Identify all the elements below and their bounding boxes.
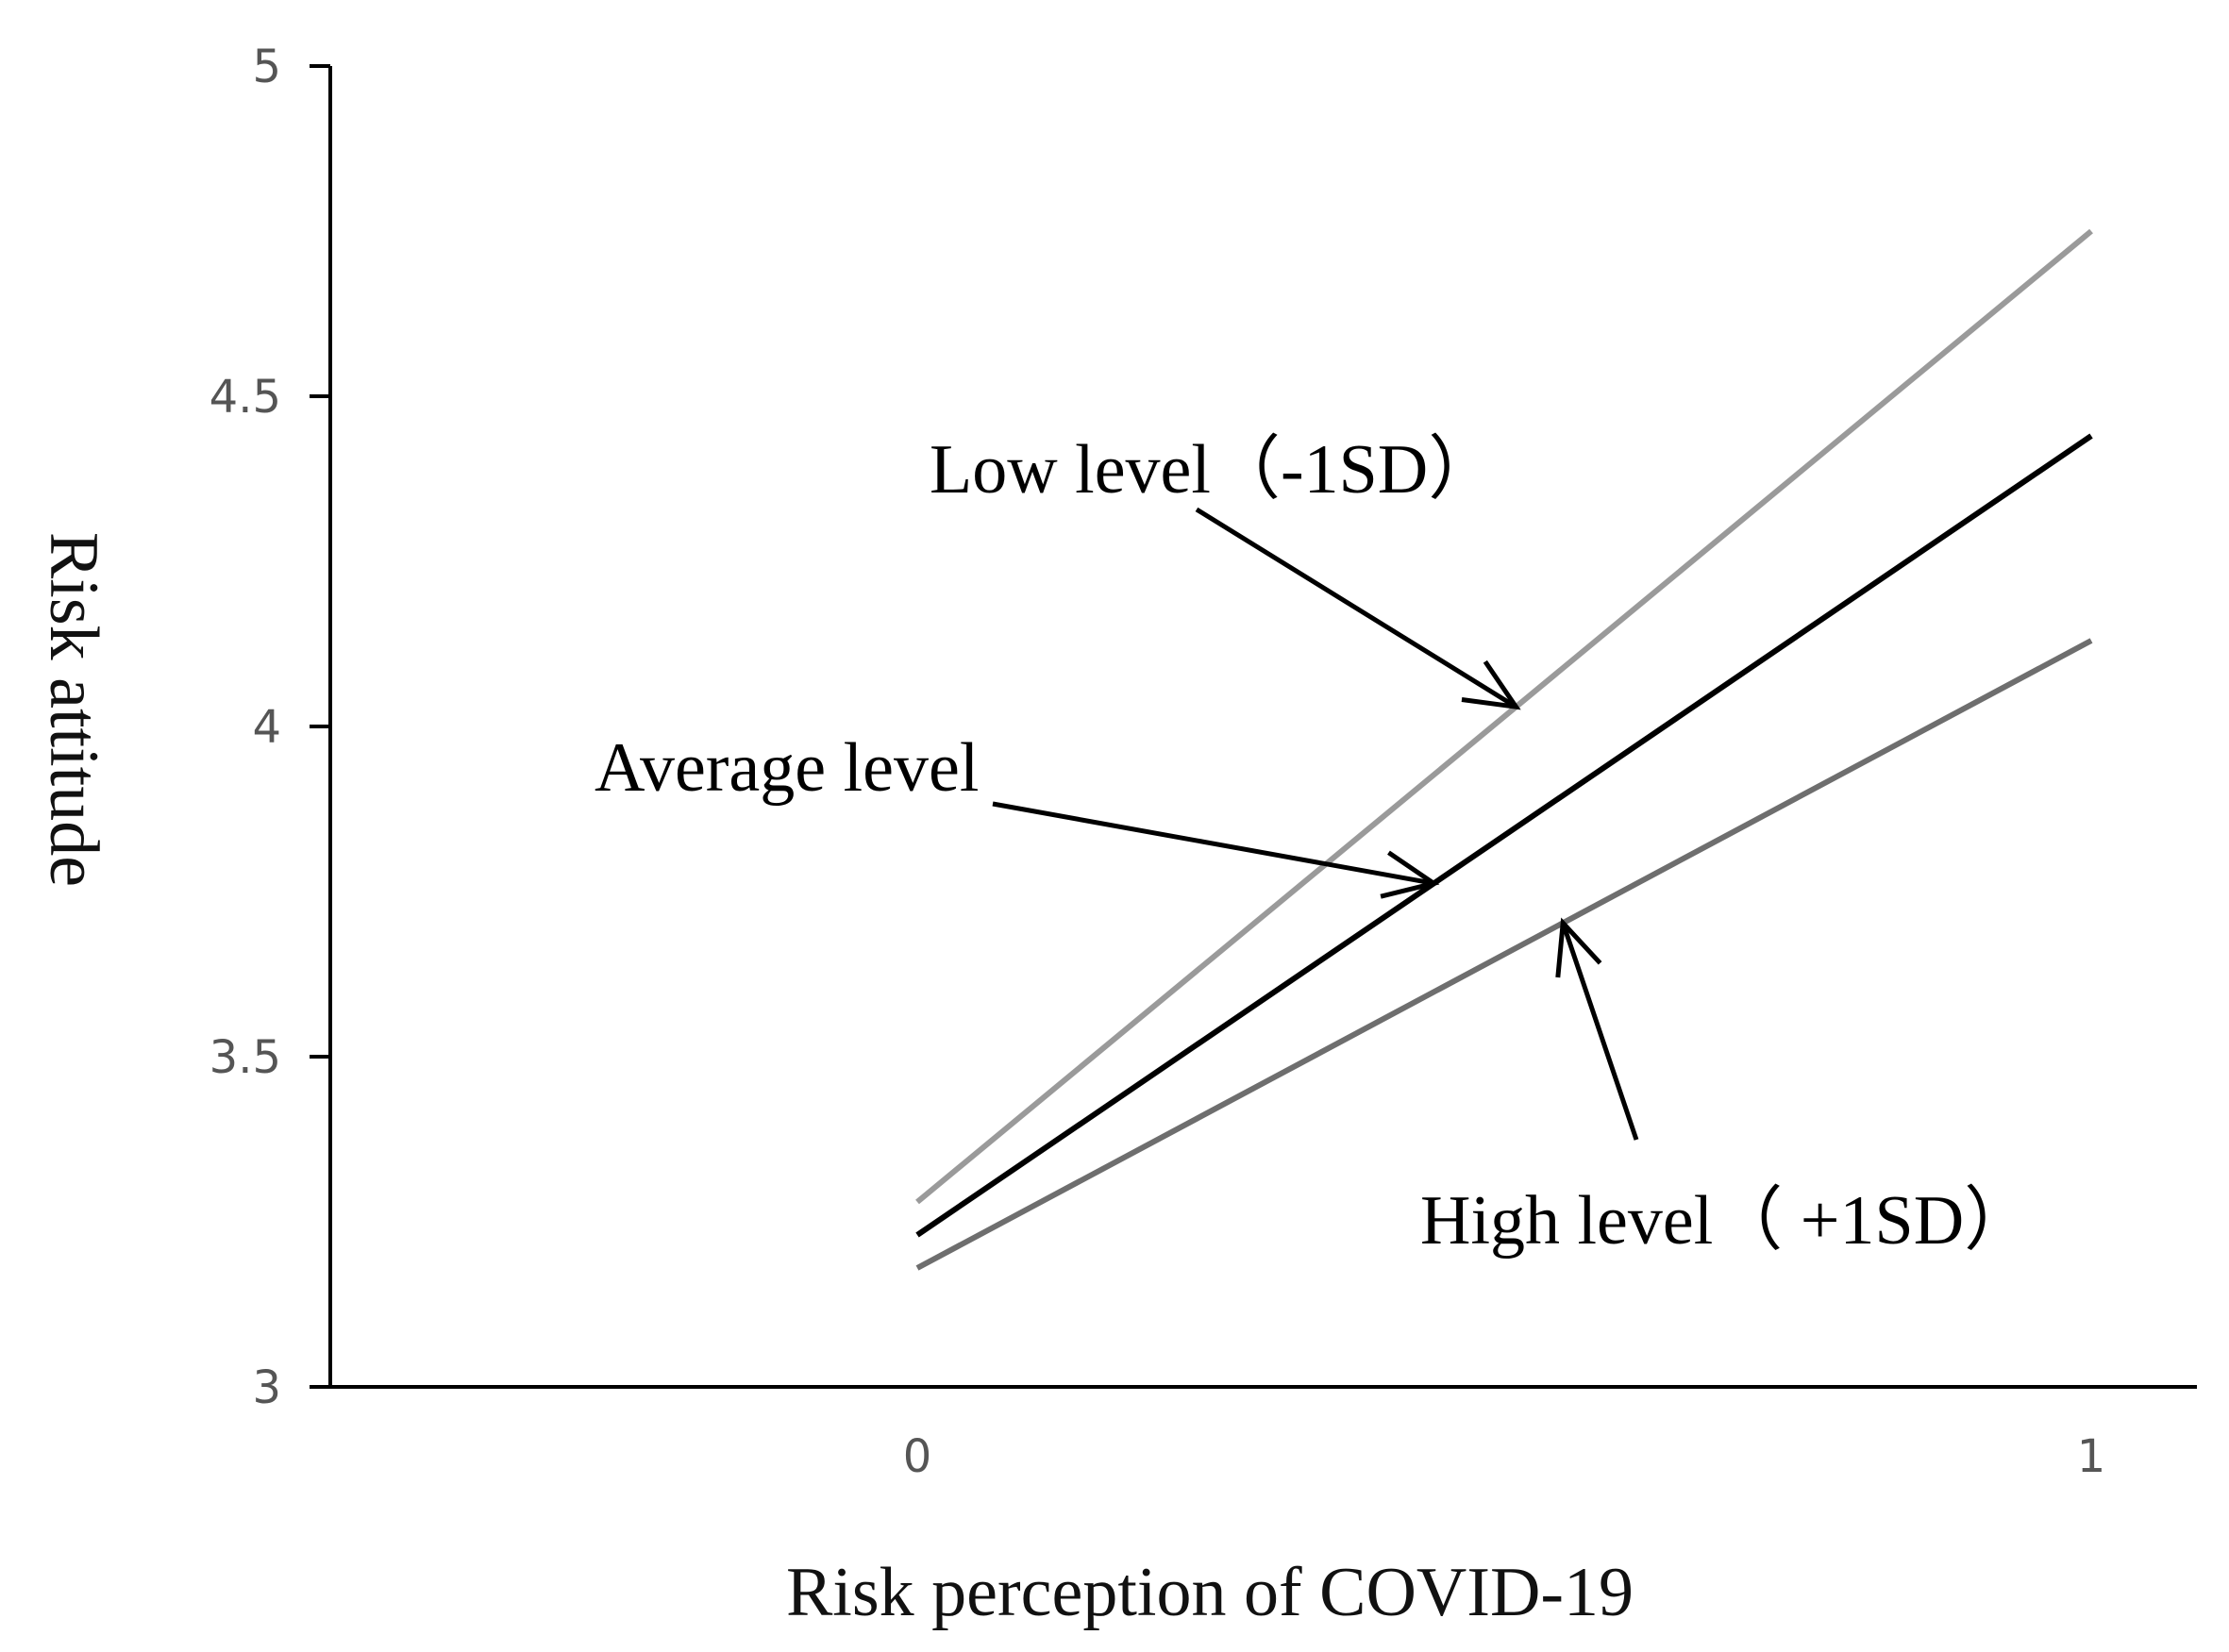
annotation-arrowhead <box>1555 917 1602 978</box>
annotation-label: Average level <box>595 729 979 807</box>
x-tick-label: 1 <box>2077 1430 2106 1483</box>
series-line-1 <box>915 433 2093 1238</box>
annotation-arrowhead <box>1461 659 1521 710</box>
y-tick-label: 3.5 <box>209 1031 281 1084</box>
annotation-label: High level（ +1SD） <box>1420 1182 2034 1260</box>
y-axis-ticks: 3 3.5 4 4.5 5 <box>209 41 330 1414</box>
series-line-2 <box>915 638 2093 1271</box>
annotation-arrow <box>1195 507 1517 709</box>
annotation-label: Low level（-1SD） <box>930 431 1498 509</box>
annotation-arrowhead <box>1380 850 1440 899</box>
annotations: Low level（-1SD） Average level High level（ … <box>595 431 2034 1260</box>
x-axis-title: Risk perception of COVID-19 <box>786 1554 1634 1631</box>
series-lines <box>915 228 2093 1271</box>
y-tick-label: 3 <box>252 1361 281 1414</box>
series-line-0 <box>915 228 2093 1205</box>
y-tick-label: 4 <box>252 701 281 754</box>
x-tick-label: 0 <box>903 1430 932 1483</box>
annotation-arrow <box>992 801 1434 886</box>
y-tick-label: 4.5 <box>209 371 281 424</box>
annotation-arrow <box>1560 922 1639 1141</box>
y-tick-label: 5 <box>252 41 281 93</box>
y-axis-title: Risk attitude <box>35 532 112 887</box>
